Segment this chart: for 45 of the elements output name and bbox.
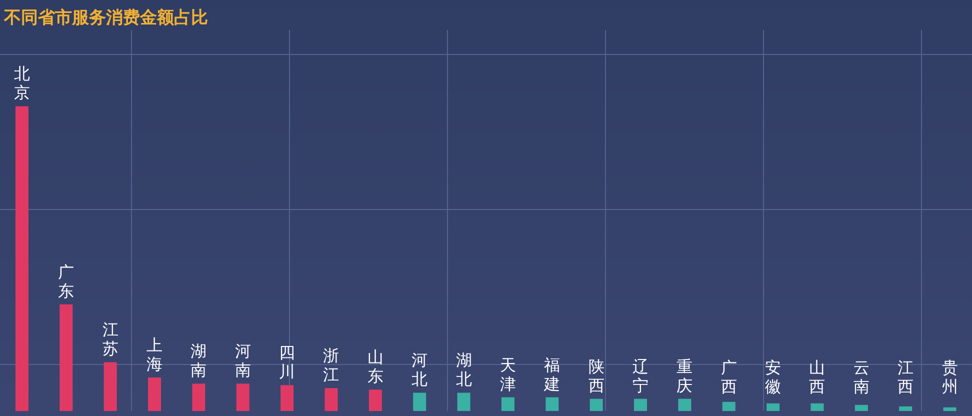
- x-tick-label: 四川: [279, 343, 296, 382]
- bar: [590, 398, 603, 411]
- bar: [722, 402, 736, 411]
- x-tick-label: 辽宁: [632, 356, 649, 395]
- bar: [236, 384, 250, 411]
- bar: [457, 392, 470, 411]
- x-tick-label: 湖南: [190, 342, 207, 380]
- x-tick-label: 广东: [58, 262, 74, 300]
- bar: [280, 385, 294, 411]
- bar: [943, 407, 956, 411]
- bar: [899, 406, 912, 411]
- x-tick-label: 浙江: [323, 346, 340, 384]
- x-tick-label: 河北: [412, 350, 428, 389]
- chart-title: 不同省市服务消费金额占比: [4, 7, 208, 29]
- x-tick-label: 云南: [853, 358, 870, 396]
- bar: [104, 362, 117, 411]
- x-tick-label: 广西: [720, 358, 737, 396]
- x-tick-label: 山西: [809, 358, 826, 396]
- bar: [546, 397, 559, 411]
- bar: [766, 403, 780, 411]
- bar: [810, 403, 824, 411]
- bar: [678, 398, 692, 411]
- x-tick-label: 河南: [234, 342, 251, 380]
- x-tick-label: 北京: [14, 64, 30, 102]
- x-tick-label: 陕西: [588, 356, 604, 395]
- x-tick-label: 重庆: [676, 356, 693, 395]
- bar: [634, 398, 648, 411]
- bar: [368, 390, 382, 411]
- bar: [324, 388, 338, 411]
- x-tick-label: 江西: [898, 358, 914, 396]
- bar: [60, 304, 73, 411]
- bar: [15, 106, 28, 411]
- x-tick-label: 上海: [146, 335, 163, 374]
- bar: [148, 377, 162, 411]
- bar: [854, 404, 868, 411]
- bar: [413, 392, 426, 411]
- bar: [501, 397, 514, 411]
- x-tick-label: 福建: [543, 355, 560, 394]
- x-tick-label: 天津: [500, 355, 516, 394]
- x-tick-label: 贵州: [942, 358, 958, 396]
- x-tick-label: 山东: [367, 348, 384, 386]
- x-tick-label: 江苏: [102, 320, 118, 358]
- bar: [192, 384, 206, 411]
- x-tick-label: 湖北: [456, 350, 472, 389]
- x-tick-label: 安徽: [765, 358, 782, 396]
